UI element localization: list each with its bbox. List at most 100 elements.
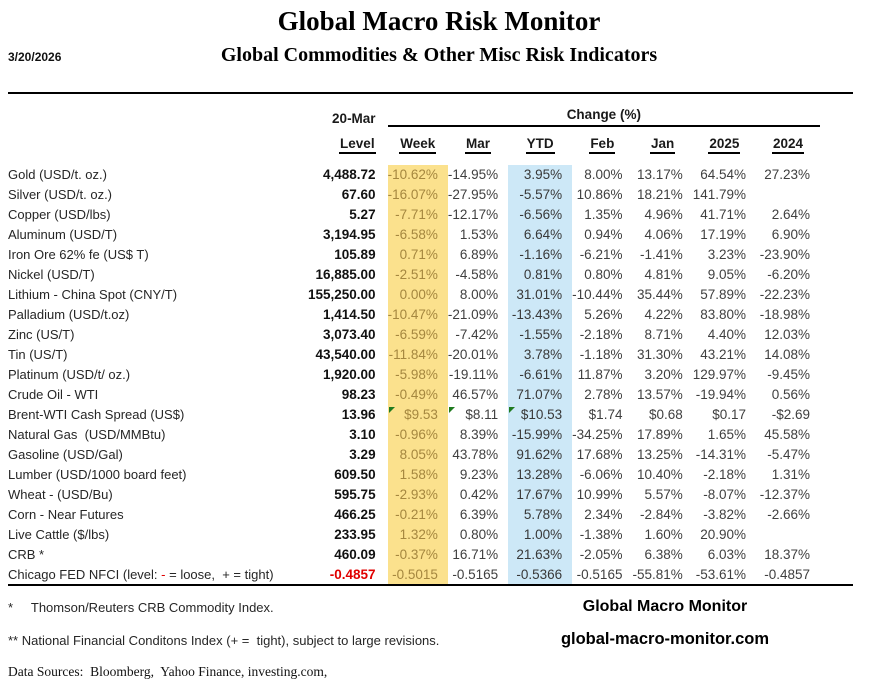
change-mar-value: -14.95%: [447, 167, 499, 182]
row-label: Lithium - China Spot (CNY/T): [8, 287, 178, 302]
change-jan-value: -2.84%: [639, 507, 683, 522]
header-spacer: [8, 126, 308, 165]
change-y2024-value: 1.31%: [771, 467, 811, 482]
level-value: 233.95: [334, 527, 376, 542]
footnote-crb: * Thomson/Reuters CRB Commodity Index.: [8, 600, 274, 615]
change-jan-value: 17.89%: [636, 427, 683, 442]
change-week-value: -0.49%: [387, 385, 448, 405]
change-mar-value: -0.5165: [452, 567, 499, 582]
change-y2024-value: [756, 525, 820, 545]
row-label: Tin (US/T): [8, 347, 68, 362]
change-y2024-value: 0.56%: [771, 387, 811, 402]
change-feb-value: 5.26%: [584, 307, 623, 322]
table-row: Silver (USD/t. oz.) 67.60 -16.07% -27.95% -5…: [8, 185, 820, 205]
change-y2025-value: -2.18%: [703, 467, 747, 482]
change-jan-value: $0.68: [648, 407, 683, 422]
row-label: Corn - Near Futures: [8, 507, 124, 522]
change-jan-value: 13.25%: [636, 447, 683, 462]
change-feb-value: -6.06%: [579, 467, 623, 482]
loose-indicator: -: [161, 567, 166, 582]
change-mar-value: -27.95%: [447, 187, 499, 202]
row-label: Platinum (USD/t/ oz.): [8, 367, 131, 382]
change-jan-value: 8.71%: [644, 327, 683, 342]
table-row: Live Cattle ($/lbs) 233.95 1.32% 0.80% 1.00%…: [8, 525, 820, 545]
change-feb-value: -0.5165: [576, 567, 623, 582]
change-y2024-value: -22.23%: [759, 287, 811, 302]
change-feb-value: -2.18%: [579, 327, 623, 342]
change-week-value: -6.59%: [387, 325, 448, 345]
row-label: Copper (USD/lbs): [8, 207, 111, 222]
change-mar-value: -20.01%: [447, 347, 499, 362]
level-value: 13.96: [341, 407, 376, 422]
change-y2024-value: -0.4857: [764, 567, 811, 582]
table-row: CRB * 460.09 -0.37% 16.71% 21.63% -2.05% 6.38%…: [8, 545, 820, 565]
change-ytd-value: $10.53: [508, 405, 573, 425]
change-ytd-value: -1.55%: [508, 325, 573, 345]
change-mar-value: 1.53%: [459, 227, 499, 242]
change-ytd-value: -15.99%: [508, 425, 573, 445]
table-row: Crude Oil - WTI 98.23 -0.49% 46.57% 71.07% 2.…: [8, 385, 820, 405]
level-value: 595.75: [334, 487, 376, 502]
change-ytd-value: 1.00%: [508, 525, 573, 545]
row-label: Lumber (USD/1000 board feet): [8, 467, 187, 482]
change-feb-value: -6.21%: [579, 247, 623, 262]
change-y2024-value: -9.45%: [767, 367, 811, 382]
cell-comment-flag-icon: [448, 407, 455, 413]
change-y2025-value: 6.03%: [707, 547, 747, 562]
change-week-value: -10.62%: [387, 165, 448, 185]
table-row: Zinc (US/T) 3,073.40 -6.59% -7.42% -1.55% -2.…: [8, 325, 820, 345]
change-feb-value: 8.00%: [584, 167, 623, 182]
page-title: Global Macro Risk Monitor: [277, 6, 601, 36]
change-jan-value: 10.40%: [636, 467, 683, 482]
change-ytd-value: 6.64%: [508, 225, 573, 245]
change-jan-value: 35.44%: [636, 287, 683, 302]
change-y2024-value: -18.98%: [759, 307, 811, 322]
change-y2024-value: 6.90%: [771, 227, 811, 242]
change-feb-value: $1.74: [588, 407, 623, 422]
level-value: 98.23: [341, 387, 376, 402]
change-y2024-value: -5.47%: [767, 447, 811, 462]
change-ytd-value: 3.95%: [508, 165, 573, 185]
table-row: Copper (USD/lbs) 5.27 -7.71% -12.17% -6.56% 1…: [8, 205, 820, 225]
top-divider: [8, 92, 853, 94]
col-header-mar: Mar: [448, 126, 508, 165]
table-row: Tin (US/T) 43,540.00 -11.84% -20.01% 3.78% -1…: [8, 345, 820, 365]
change-mar-value: 0.80%: [459, 527, 499, 542]
row-label: Chicago FED NFCI (level: - = loose, + = …: [8, 567, 274, 582]
level-value: 1,414.50: [323, 307, 376, 322]
change-feb-value: -34.25%: [572, 427, 623, 442]
change-jan-value: 13.17%: [636, 167, 683, 182]
level-value: 155,250.00: [308, 287, 376, 302]
level-value: 3,194.95: [323, 227, 376, 242]
table-row: Palladium (USD/t.oz) 1,414.50 -10.47% -21.0…: [8, 305, 820, 325]
col-header-y2025: 2025: [693, 126, 756, 165]
change-mar-value: -12.17%: [447, 207, 499, 222]
change-y2025-value: 9.05%: [707, 267, 747, 282]
level-value: 67.60: [341, 187, 376, 202]
row-label: Live Cattle ($/lbs): [8, 527, 110, 542]
change-jan-value: 5.57%: [644, 487, 683, 502]
change-mar-value: 46.57%: [452, 387, 499, 402]
change-jan-value: 31.30%: [636, 347, 683, 362]
change-ytd-value: -1.16%: [508, 245, 573, 265]
change-feb-value: -10.44%: [572, 287, 623, 302]
brand-site: global-macro-monitor.com: [560, 630, 770, 648]
level-header: Level: [308, 126, 388, 165]
commodity-table: 20-Mar Change (%) Level Week Mar YTD Feb Jan…: [8, 96, 821, 585]
change-week-value: 1.32%: [387, 525, 448, 545]
change-week-value: -2.93%: [387, 485, 448, 505]
change-week-value: -0.96%: [387, 425, 448, 445]
change-y2025-value: 17.19%: [700, 227, 747, 242]
change-y2025-value: 43.21%: [700, 347, 747, 362]
change-ytd-value: 13.28%: [508, 465, 573, 485]
change-y2025-value: 57.89%: [700, 287, 747, 302]
change-week-value: -16.07%: [387, 185, 448, 205]
level-value: 16,885.00: [315, 267, 376, 282]
table-row: Chicago FED NFCI (level: - = loose, + = …: [8, 565, 820, 585]
change-week-value: -0.21%: [387, 505, 448, 525]
table-row: Platinum (USD/t/ oz.) 1,920.00 -5.98% -19.1…: [8, 365, 820, 385]
row-label: Gasoline (USD/Gal): [8, 447, 123, 462]
change-jan-value: 3.20%: [644, 367, 683, 382]
change-mar-value: 0.42%: [459, 487, 499, 502]
row-label: Brent-WTI Cash Spread (US$): [8, 407, 185, 422]
